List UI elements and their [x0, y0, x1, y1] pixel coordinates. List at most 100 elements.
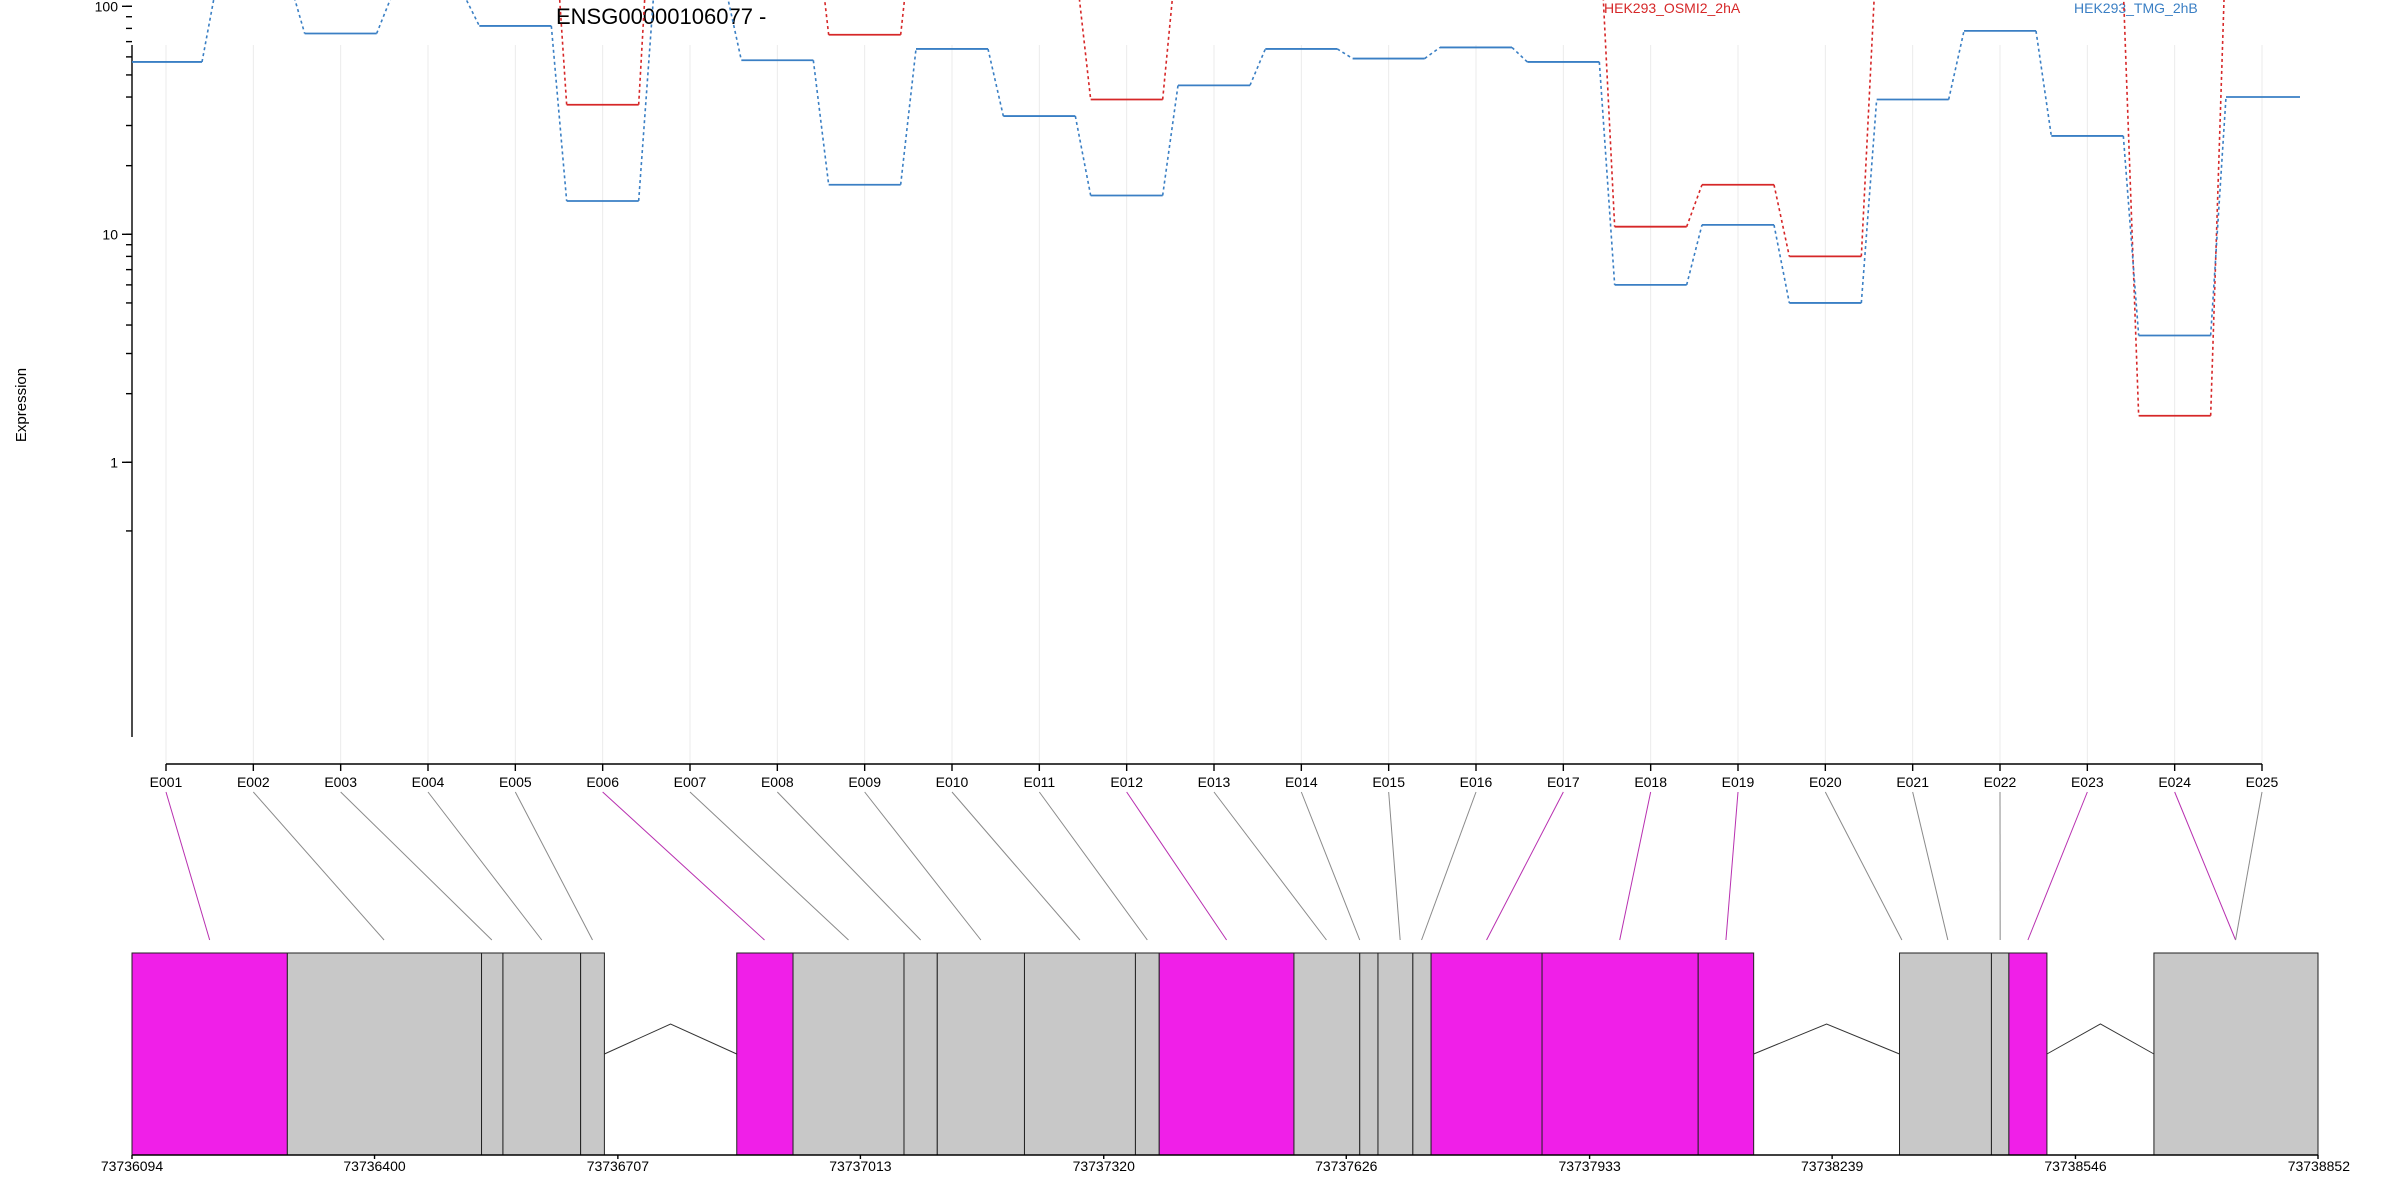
x-tick-label-E016: E016 [1460, 774, 1493, 790]
series-2-step [201, 0, 215, 63]
series-1-step [2122, 0, 2140, 416]
connector-E010 [951, 791, 1081, 941]
series-1-step [1685, 184, 1703, 227]
connector-E008 [776, 791, 921, 941]
x-tick-label-E011: E011 [1023, 774, 1055, 790]
series-2-step [987, 48, 1005, 117]
x-tick-label-E009: E009 [848, 774, 881, 790]
series-2-step [1773, 224, 1791, 304]
connector-E015 [1388, 791, 1401, 941]
series-2-step [1598, 61, 1616, 285]
series-1-step [2209, 0, 2225, 416]
connector-E009 [864, 791, 982, 941]
x-tick-label-E021: E021 [1896, 774, 1929, 790]
exon-block-2 [286, 952, 483, 1156]
series-2-step [1860, 99, 1878, 303]
genomic-tick-label: 73737933 [1558, 1158, 1621, 1174]
x-tick-label-E017: E017 [1547, 774, 1580, 790]
x-tick-label-E006: E006 [586, 774, 619, 790]
exon-block-6 [736, 952, 794, 1156]
series-2-step [1249, 48, 1267, 86]
connector-E006 [602, 791, 765, 941]
exon-block-10 [1023, 952, 1136, 1156]
exon-block-18 [1541, 952, 1699, 1156]
exon-block-19 [1697, 952, 1755, 1156]
exon-block-8 [903, 952, 938, 1156]
legend-series-1: HEK293_OSMI2_2hA [1604, 0, 1741, 16]
genomic-tick-label: 73738546 [2044, 1158, 2107, 1174]
series-2-step [1685, 224, 1703, 286]
series-2-step [1424, 46, 1441, 60]
legend-series-2: HEK293_TMG_2hB [2074, 0, 2198, 16]
x-tick-label-E012: E012 [1110, 774, 1143, 790]
y-tick-label: 10 [102, 226, 118, 242]
x-tick-label-E019: E019 [1722, 774, 1755, 790]
y-tick-label: 1 [110, 454, 118, 470]
exon-block-20 [1899, 952, 1992, 1156]
x-tick-label-E023: E023 [2071, 774, 2104, 790]
genomic-tick-label: 73738852 [2288, 1158, 2351, 1174]
x-tick-label-E010: E010 [936, 774, 969, 790]
series-1-step [899, 0, 906, 35]
x-tick-label-E020: E020 [1809, 774, 1842, 790]
intron [1753, 1023, 1900, 1055]
genomic-tick-label: 73736094 [101, 1158, 164, 1174]
gene-model [131, 952, 2319, 1156]
exon-connectors [165, 791, 2263, 941]
exon-block-16 [1412, 952, 1432, 1156]
x-tick-label-E003: E003 [324, 774, 357, 790]
connector-E001 [165, 791, 211, 941]
series-2-step [1336, 48, 1354, 60]
series-2-step [2122, 135, 2140, 336]
x-tick-label-E013: E013 [1198, 774, 1231, 790]
series-2-step [812, 60, 830, 185]
connector-E019 [1725, 791, 1739, 941]
exon-block-14 [1359, 952, 1379, 1156]
x-tick-label-E018: E018 [1634, 774, 1667, 790]
connector-E013 [1213, 791, 1327, 941]
x-tick-label-E022: E022 [1984, 774, 2017, 790]
genomic-tick-label: 73738239 [1801, 1158, 1864, 1174]
series-1-step [823, 0, 830, 35]
series-1-step [1078, 0, 1092, 100]
series-2-step [2209, 96, 2227, 336]
exon-block-17 [1430, 952, 1543, 1156]
y-axis: 1 10 100 [95, 0, 133, 737]
exon-block-3 [481, 952, 504, 1156]
series-1-step [558, 0, 568, 105]
exon-block-4 [502, 952, 582, 1156]
genomic-tick-label: 73737320 [1073, 1158, 1136, 1174]
intron [2046, 1023, 2155, 1055]
connector-E023 [2027, 791, 2088, 941]
x-tick-label-E024: E024 [2158, 774, 2191, 790]
genomic-tick-label: 73737013 [829, 1158, 892, 1174]
genomic-tick-label: 73736400 [343, 1158, 406, 1174]
connector-E007 [689, 791, 849, 941]
connector-E024 [2174, 791, 2237, 941]
x-tick-label-E005: E005 [499, 774, 532, 790]
series-2-step [637, 0, 655, 202]
series-1-step [1773, 184, 1791, 257]
intron [604, 1023, 737, 1055]
series-2-step [550, 25, 568, 202]
series-1-step [637, 0, 646, 105]
x-tick-label-E002: E002 [237, 774, 270, 790]
series-1-step [1161, 0, 1174, 100]
connector-E020 [1824, 791, 1903, 941]
connector-E016 [1421, 791, 1477, 941]
exon-block-15 [1377, 952, 1414, 1156]
exon-block-7 [792, 952, 905, 1156]
y-tick-label: 100 [95, 0, 119, 14]
exon-block-13 [1293, 952, 1361, 1156]
connector-E002 [252, 791, 385, 941]
series-2-step [1161, 85, 1179, 196]
series-2-step [375, 0, 391, 34]
series-1-step [1602, 0, 1616, 227]
x-tick-label-E001: E001 [150, 774, 183, 790]
series-lines [132, 0, 2300, 417]
series-1 [558, 0, 2225, 417]
connector-E003 [340, 791, 493, 941]
series-2-step [294, 0, 306, 34]
x-tick-label-E004: E004 [412, 774, 445, 790]
